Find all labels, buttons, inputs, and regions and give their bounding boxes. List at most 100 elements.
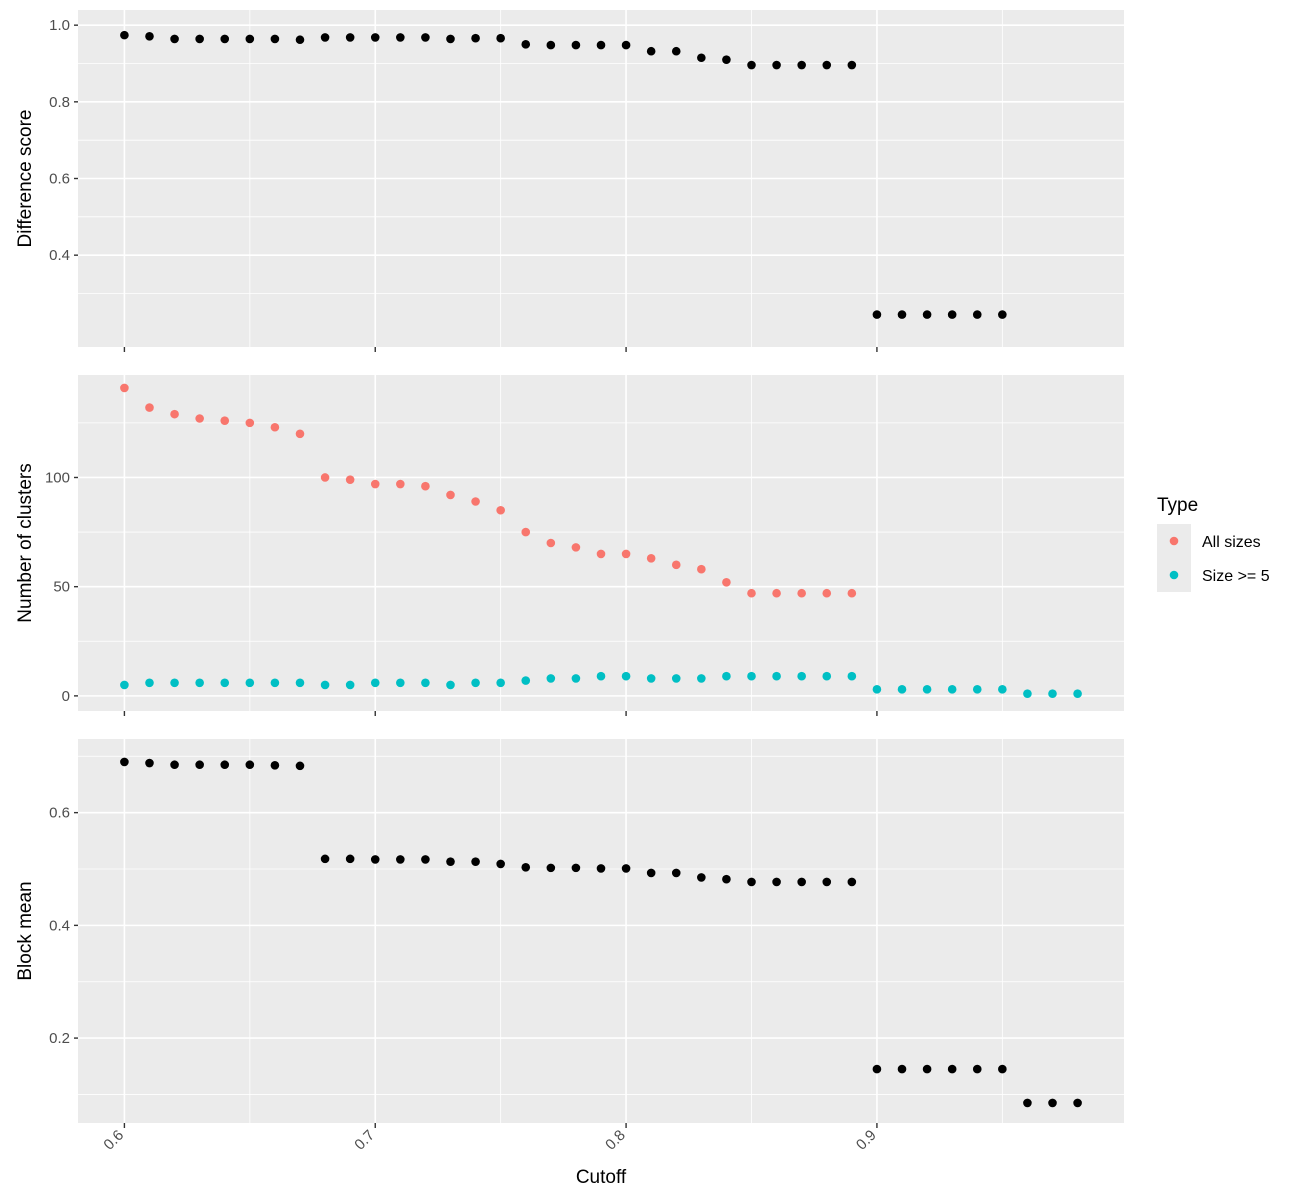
data-point (170, 34, 179, 44)
data-point (345, 33, 355, 42)
data-point (822, 588, 832, 598)
data-point (421, 33, 430, 42)
data-point (772, 60, 781, 70)
data-point (922, 310, 932, 319)
data-point (546, 538, 556, 548)
data-point (797, 877, 806, 887)
panel-2: 0 50 100 Number of clusters (15, 375, 1124, 716)
data-point (596, 40, 606, 50)
data-point (998, 1064, 1007, 1074)
data-point (446, 34, 455, 44)
data-point (220, 678, 230, 688)
data-point (370, 479, 380, 489)
data-point (220, 34, 230, 44)
data-point (396, 33, 405, 42)
data-point (897, 685, 907, 694)
data-point (270, 422, 280, 432)
data-point (998, 310, 1007, 319)
data-point (872, 310, 882, 319)
data-point (697, 674, 706, 683)
data-point (621, 40, 631, 50)
data-point (671, 674, 681, 683)
y-tick-label: 0.4 (49, 917, 70, 934)
data-point (747, 877, 756, 887)
y-axis-title: Difference score (15, 110, 36, 248)
data-point (972, 685, 982, 694)
y-tick-label: 0.6 (49, 805, 70, 822)
data-point (671, 868, 681, 878)
data-point (546, 40, 556, 50)
data-point (571, 863, 581, 873)
y-tick-label: 0.6 (49, 171, 70, 188)
data-point (847, 60, 857, 70)
data-point (972, 1064, 982, 1074)
data-point (571, 40, 581, 50)
data-point (947, 1064, 957, 1074)
data-point (245, 678, 255, 688)
data-point (646, 553, 656, 563)
data-point (1048, 1098, 1057, 1108)
y-tick-label: 0.8 (49, 94, 70, 111)
data-point (671, 560, 681, 570)
data-point (345, 475, 355, 484)
data-point (571, 674, 581, 683)
data-point (446, 857, 455, 866)
data-point (922, 1064, 932, 1074)
data-point (772, 671, 781, 681)
data-point (496, 505, 505, 515)
data-point (345, 680, 355, 690)
data-point (170, 678, 179, 688)
data-point (120, 680, 129, 690)
data-point (245, 760, 255, 770)
data-point (722, 55, 731, 64)
data-point (897, 310, 907, 319)
data-point (747, 671, 756, 681)
data-point (295, 429, 305, 439)
data-point (396, 855, 405, 864)
data-point (320, 854, 330, 864)
data-point (822, 671, 832, 681)
data-point (345, 854, 355, 864)
data-point (120, 30, 129, 40)
x-axis-title: Cutoff (576, 1167, 627, 1188)
data-point (145, 678, 154, 688)
y-tick-label: 100 (45, 469, 70, 486)
data-point (295, 35, 305, 45)
data-point (998, 685, 1007, 694)
panel-background (78, 739, 1124, 1123)
data-point (1048, 689, 1057, 698)
y-axis-title: Block mean (15, 881, 36, 980)
data-point (722, 578, 731, 587)
data-point (521, 527, 531, 537)
data-point (295, 678, 305, 688)
data-point (646, 46, 656, 56)
y-tick-label: 50 (53, 579, 70, 596)
data-point (370, 33, 380, 42)
data-point (421, 678, 430, 688)
data-point (747, 60, 756, 70)
data-point (722, 671, 731, 681)
data-point (521, 676, 531, 685)
legend-title: Type (1157, 495, 1198, 516)
data-point (471, 33, 480, 43)
data-point (772, 588, 781, 598)
data-point (822, 60, 832, 70)
x-tick-label: 0.9 (853, 1127, 880, 1154)
data-point (471, 497, 480, 506)
data-point (671, 46, 681, 56)
data-point (872, 685, 882, 694)
data-point (897, 1064, 907, 1074)
data-point (471, 857, 480, 866)
data-point (120, 757, 129, 767)
y-tick-label: 1.0 (49, 17, 70, 34)
data-point (496, 33, 505, 43)
data-point (922, 685, 932, 694)
data-point (370, 678, 380, 688)
data-point (596, 549, 606, 559)
data-point (1073, 1098, 1082, 1108)
panel-1: 0.4 0.6 0.8 1.0 Difference score (15, 10, 1124, 352)
data-point (872, 1064, 882, 1074)
legend-label: Size >= 5 (1202, 568, 1270, 585)
legend: Type All sizes Size >= 5 (1157, 495, 1270, 592)
